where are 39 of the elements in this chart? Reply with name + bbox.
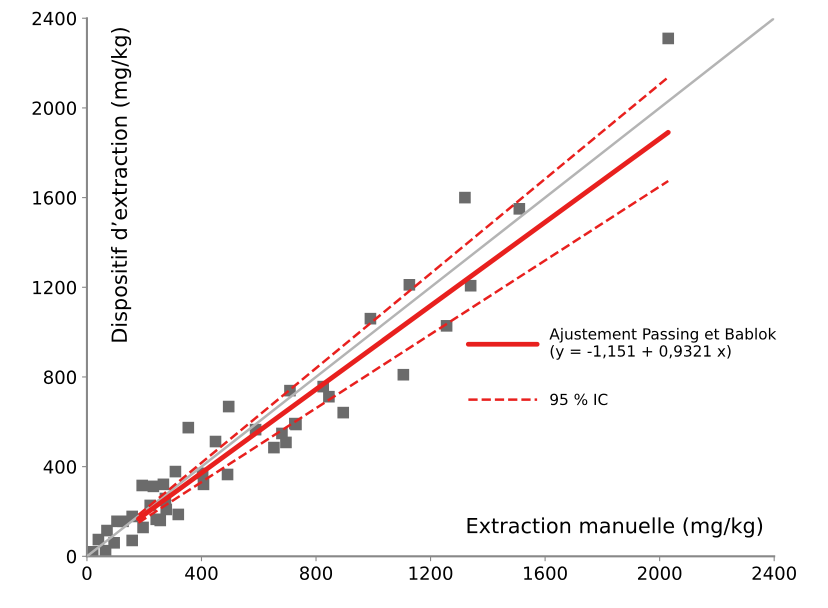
point [404, 279, 416, 291]
point [662, 32, 674, 44]
point [280, 436, 292, 448]
x-axis-title: Extraction manuelle (mg/kg) [468, 517, 762, 538]
y-tick-label: 400 [44, 460, 76, 474]
point [108, 537, 120, 549]
y-axis-title: Dispositif d’extraction (mg/kg) [110, 28, 132, 342]
point [514, 203, 526, 215]
y-tick-label: 800 [44, 370, 76, 384]
point [210, 436, 222, 448]
point [136, 480, 148, 492]
x-tick-label: 800 [300, 566, 332, 580]
legend-label: Ajustement Passing et Bablok (y = -1,151 + 0,9321 x) [549, 328, 776, 360]
point [222, 468, 234, 480]
x-tick-label: 0 [82, 566, 92, 580]
point [170, 466, 182, 478]
point [158, 478, 170, 490]
x-tick-label: 2400 [752, 566, 796, 580]
point [464, 280, 476, 292]
point [268, 442, 280, 454]
x-tick-label: 1600 [524, 566, 567, 580]
x-tick-label: 1200 [410, 566, 452, 580]
x-tick-label: 400 [185, 566, 218, 580]
point [101, 524, 113, 536]
legend-label: 95 % IC [550, 394, 608, 406]
point [172, 508, 184, 520]
x-tick-label: 2000 [638, 566, 682, 580]
point [222, 400, 234, 412]
point [337, 406, 350, 418]
y-tick-label: 2400 [32, 12, 76, 26]
point [126, 534, 138, 546]
point [137, 522, 149, 534]
point [182, 422, 194, 434]
y-tick-label: 2000 [32, 101, 76, 116]
y-tick-label: 1200 [33, 280, 76, 294]
point [459, 192, 471, 204]
y-tick-label: 0 [66, 550, 76, 564]
y-tick-label: 1600 [33, 191, 76, 205]
point [398, 368, 410, 381]
